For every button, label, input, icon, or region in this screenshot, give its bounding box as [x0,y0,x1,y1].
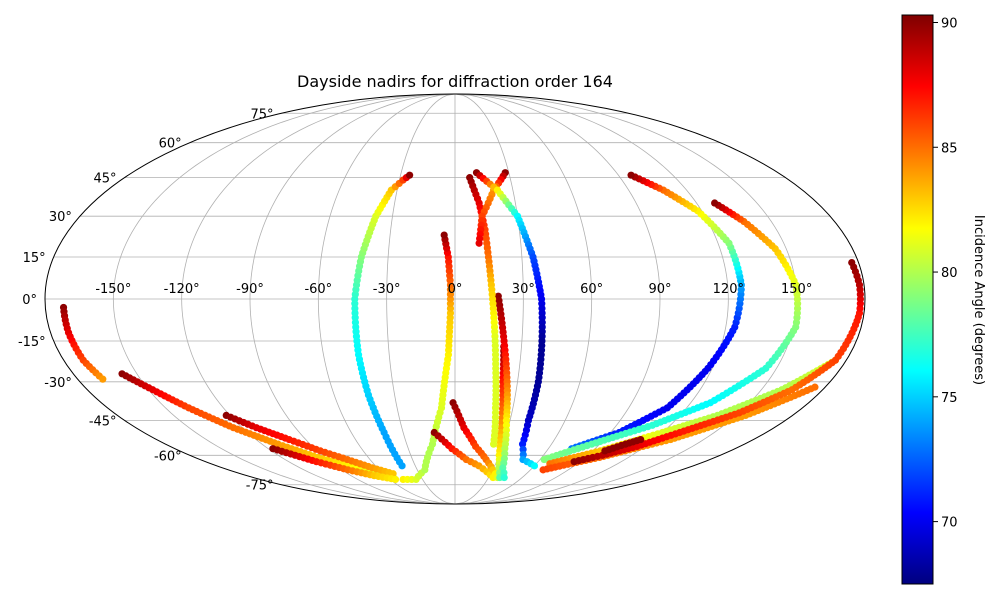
lon-tick-label: -30° [373,282,401,297]
colorbar-ticks: 70 75 80 85 90 [933,16,958,531]
grid-meridian [112,93,456,505]
lat-tick-label: 0° [22,293,37,308]
grid-meridian [181,93,456,505]
lat-tick-label: -60° [154,449,182,464]
data-point [500,473,508,482]
data-point [406,171,414,179]
lon-tick-label: 150° [781,282,812,297]
lon-tick-label: 120° [713,282,744,297]
lon-tick-label: -150° [95,282,131,297]
longitude-tick-labels: -150° -120° -90° -60° -30° 0° 30° 60° 90° 120° 150… [95,282,812,297]
colorbar-tick-label: 75 [941,391,958,406]
data-point [848,258,856,267]
data-point [391,475,400,484]
data-point [518,440,527,448]
lat-tick-label: -30° [44,376,72,391]
grid-meridian [386,93,456,505]
lat-tick-label: 60° [159,137,182,152]
grid-meridian [317,93,456,505]
data-point [99,375,107,383]
lat-tick-label: 45° [94,172,117,187]
map-boundary [44,93,866,505]
lat-tick-label: 75° [250,107,273,122]
lat-tick-label: -15° [18,335,46,350]
lon-tick-label: 0° [448,282,463,297]
data-point [811,383,819,391]
grid-meridian [454,93,593,505]
lat-tick-label: 30° [49,210,72,225]
lon-tick-label: -120° [164,282,200,297]
colorbar-tick-label: 90 [941,16,958,31]
colorbar-label: Incidence Angle (degrees) [971,215,986,385]
lon-tick-label: 30° [512,282,535,297]
colorbar [901,14,934,585]
data-point [501,445,509,453]
lat-tick-label: -75° [246,479,274,494]
lat-tick-label: -45° [89,414,117,429]
data-point [627,171,635,179]
grid-meridian [454,93,729,505]
latitude-tick-labels: 75° 60° 45° 30° 15° 0° -15° -30° -45° -60° -75° [18,107,274,493]
lon-tick-label: 90° [648,282,671,297]
colorbar-tick-label: 70 [941,516,958,531]
lon-tick-label: -60° [304,282,332,297]
map-grid [45,93,865,505]
chart-title: Dayside nadirs for diffraction order 164 [297,72,613,91]
data-point [530,462,539,470]
data-point [440,231,448,239]
colorbar-tick-label: 80 [941,266,958,281]
data-point [519,445,527,454]
data-point [475,239,483,247]
colorbar-tick-label: 85 [941,141,958,156]
lon-tick-label: 60° [580,282,603,297]
lon-tick-label: -90° [236,282,264,297]
data-point [490,440,498,448]
data-point [637,435,645,444]
lat-tick-label: 15° [23,251,46,266]
data-points [59,169,865,484]
data-point [711,199,719,207]
